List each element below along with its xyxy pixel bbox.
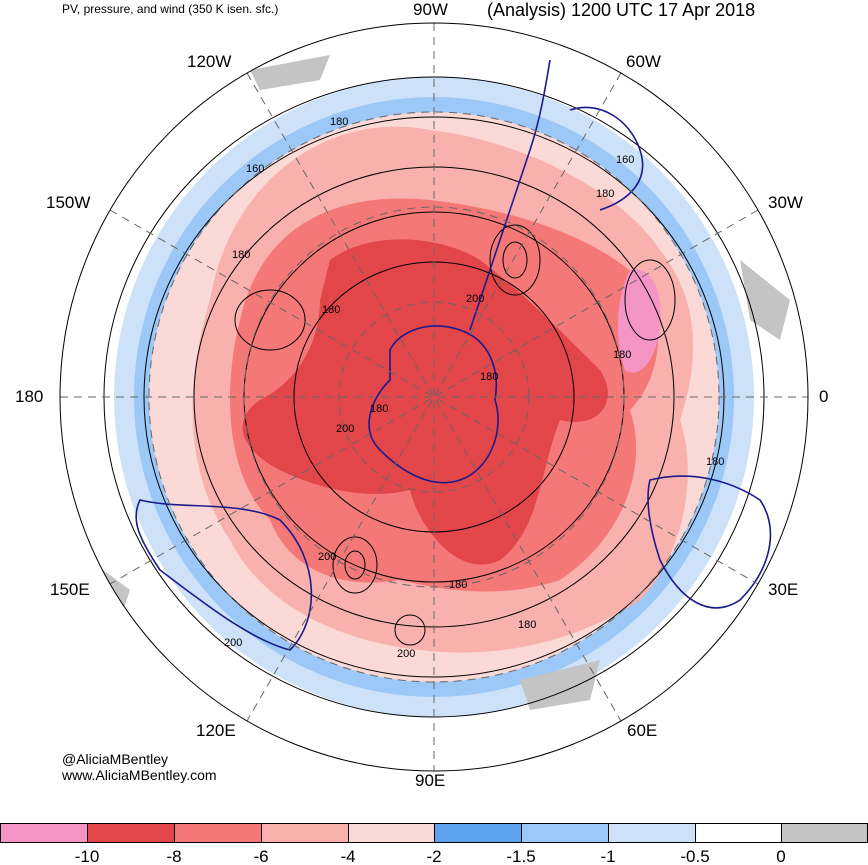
map-disk: 180 160 180 180 200 180 180 160 180 200 …	[60, 23, 808, 771]
lon-label-90w: 90W	[413, 0, 448, 19]
colorbar-swatch	[348, 823, 436, 843]
credit-handle: @AliciaMBentley	[62, 751, 169, 767]
contour-label: 200	[224, 637, 242, 649]
colorbar-tick: -0.5	[680, 847, 710, 865]
map-boundary	[59, 22, 809, 772]
colorbar-swatch	[0, 823, 88, 843]
lon-label-150e: 150E	[50, 580, 90, 599]
lon-label-90e: 90E	[415, 771, 446, 790]
colorbar-swatch	[87, 823, 175, 843]
coastlines	[135, 59, 772, 651]
colorbar-swatch	[521, 823, 609, 843]
colorbar-tick: -1	[600, 847, 616, 865]
contour-label: 180	[330, 116, 348, 128]
lon-label-180: 180	[15, 387, 44, 406]
lon-label-30w: 30W	[768, 193, 803, 212]
contour-labels: 180 160 180 180 200 180 180 160 180 200 …	[224, 116, 724, 660]
colorbar-swatch	[695, 823, 782, 843]
contour-label: 180	[232, 249, 250, 261]
contour-label: 200	[397, 648, 415, 660]
lon-label-0: 0	[819, 387, 829, 406]
contour-label: 200	[318, 551, 336, 563]
colorbar-swatch	[434, 823, 522, 843]
colorbar-tick: -1.5	[506, 847, 536, 865]
lon-label-150w: 150W	[46, 193, 91, 212]
contour-label: 180	[613, 349, 631, 361]
graticule	[60, 23, 808, 771]
contour-label: 180	[449, 579, 467, 591]
grey-patch-3	[520, 660, 600, 710]
colorbar-swatch	[174, 823, 262, 843]
grey-patch-1	[250, 55, 330, 90]
colorbar-swatch	[261, 823, 349, 843]
pv-region-extreme	[618, 269, 661, 373]
colorbar-tick: 0	[776, 847, 786, 865]
contour-label: 180	[322, 304, 340, 316]
credit-site: www.AliciaMBentley.com	[62, 767, 217, 783]
colorbar-swatch	[781, 823, 868, 843]
lon-label-120w: 120W	[187, 52, 232, 71]
product-label: PV, pressure, and wind (350 K isen. sfc.…	[62, 2, 279, 16]
contour-label: 200	[336, 423, 354, 435]
contour-label: 180	[480, 371, 498, 383]
lon-label-60e: 60E	[627, 721, 658, 740]
colorbar: -10 -8 -6 -4 -2 -1.5 -1 -0.5 0	[0, 823, 868, 865]
colorbar-tick: -2	[426, 847, 442, 865]
page-title: (Analysis) 1200 UTC 17 Apr 2018	[487, 0, 756, 20]
contour-label: 200	[466, 293, 484, 305]
colorbar-swatch	[608, 823, 696, 843]
colorbar-tick: -6	[253, 847, 269, 865]
lon-label-30e: 30E	[768, 580, 799, 599]
grey-patch-2	[740, 260, 790, 340]
contour-label: 180	[518, 619, 536, 631]
contour-label: 180	[370, 403, 388, 415]
contour-label: 180	[596, 188, 614, 200]
contour-label: 160	[616, 154, 634, 166]
colorbar-tick: -10	[74, 847, 100, 865]
colorbar-tick: -8	[166, 847, 182, 865]
contour-label: 160	[246, 163, 264, 175]
colorbar-tick: -4	[340, 847, 356, 865]
contour-label: 180	[706, 456, 724, 468]
lon-label-120e: 120E	[196, 721, 236, 740]
lon-label-60w: 60W	[626, 52, 661, 71]
